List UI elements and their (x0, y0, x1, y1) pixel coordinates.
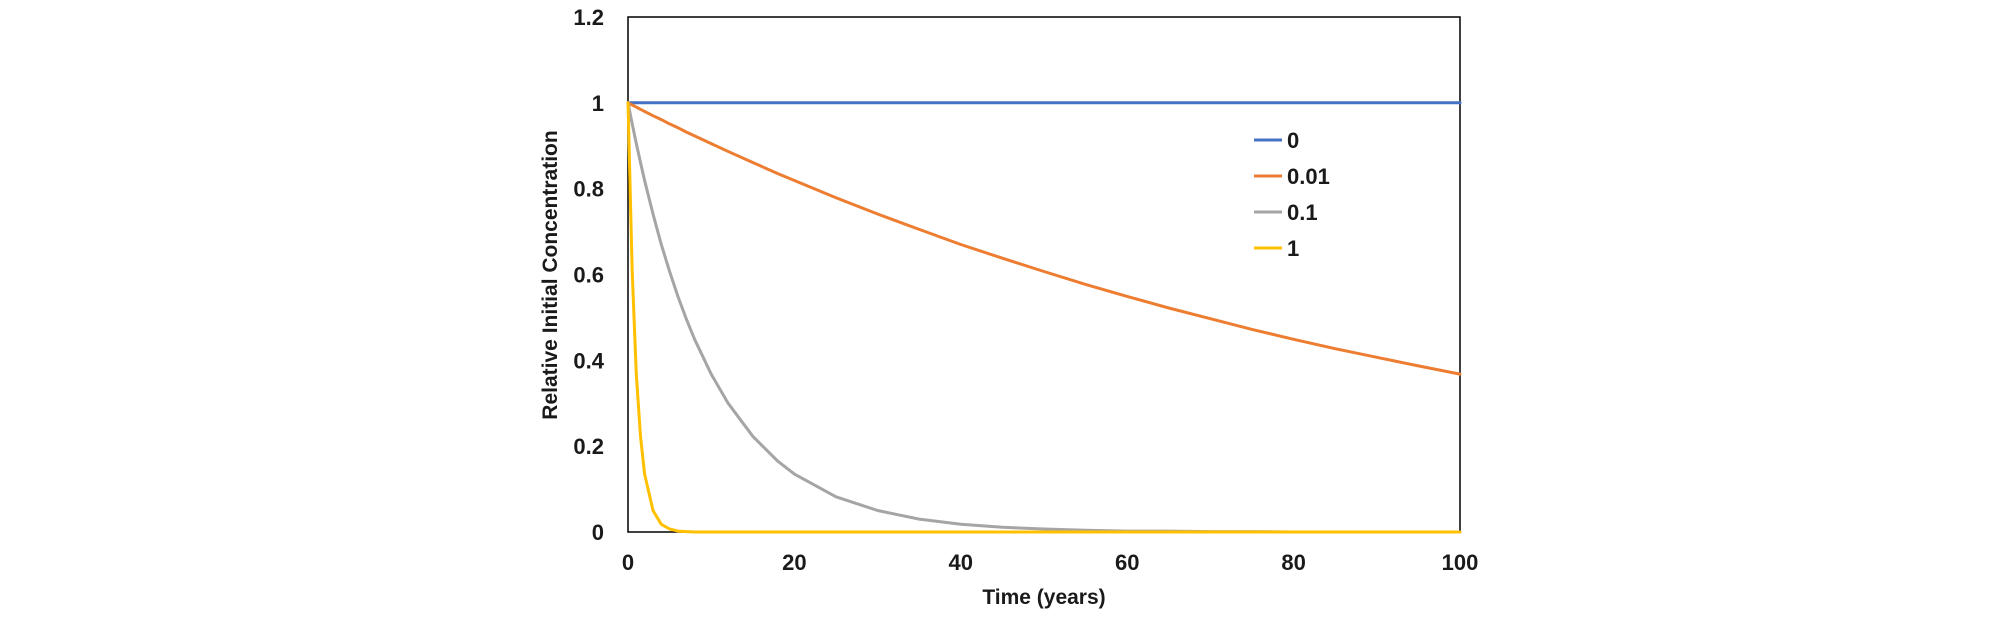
x-axis-ticks: 0 20 40 60 80 100 (622, 550, 1478, 575)
series-line-1 (626, 101, 1462, 376)
x-axis-title: Time (years) (982, 586, 1105, 609)
x-tick-label: 20 (782, 550, 806, 575)
y-axis-ticks: 0 0.2 0.4 0.6 0.8 1 1.2 (573, 5, 604, 545)
x-tick-label: 0 (622, 550, 634, 575)
x-tick-label: 40 (949, 550, 973, 575)
y-tick-label: 0.4 (573, 348, 604, 373)
plot-area (627, 16, 1461, 533)
x-tick-label: 80 (1281, 550, 1305, 575)
legend-label-2: 0.1 (1287, 200, 1318, 225)
y-tick-label: 1.2 (573, 5, 604, 30)
series-line-3 (626, 101, 1462, 534)
y-tick-label: 0.6 (573, 263, 604, 288)
y-tick-label: 0 (592, 520, 604, 545)
y-axis-title: Relative Initial Concentration (539, 130, 562, 419)
series-layer (626, 101, 1462, 534)
x-tick-label: 100 (1442, 550, 1479, 575)
legend-label-0: 0 (1287, 128, 1299, 153)
y-tick-label: 0.8 (573, 177, 604, 202)
legend-label-3: 1 (1287, 236, 1299, 261)
legend-label-1: 0.01 (1287, 164, 1330, 189)
legend: 0 0.01 0.1 1 (1254, 128, 1330, 261)
y-tick-label: 1 (592, 91, 604, 116)
x-tick-label: 60 (1115, 550, 1139, 575)
y-tick-label: 0.2 (573, 434, 604, 459)
